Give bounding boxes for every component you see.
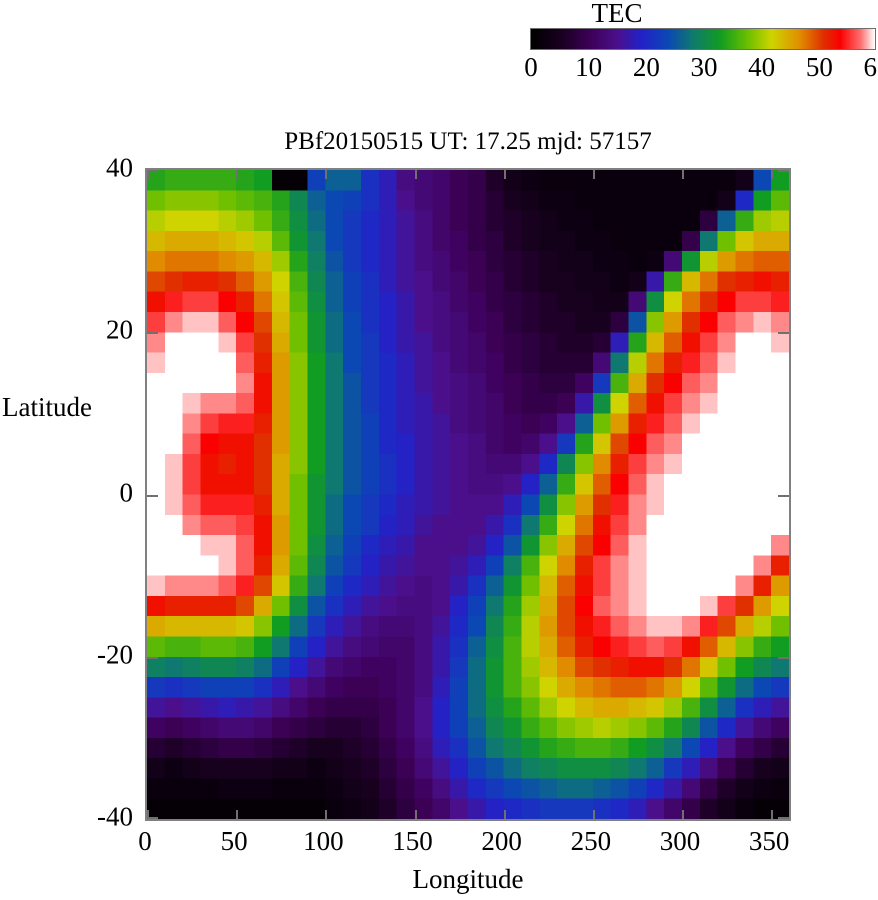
- y-tick--20: -20: [97, 639, 133, 670]
- colorbar: [530, 28, 876, 50]
- colorbar-tick-10: 10: [575, 52, 603, 82]
- tec-heatmap-canvas: [147, 170, 789, 819]
- y-tick--40: -40: [97, 801, 133, 832]
- x-tick-0: 0: [138, 826, 152, 856]
- colorbar-title-text: TEC: [591, 0, 643, 28]
- colorbar-tick-40: 40: [748, 52, 776, 82]
- colorbar-tick-60: 60: [863, 52, 878, 82]
- colorbar-tick-labels: 0 10 20 30 40 50 60: [524, 52, 878, 84]
- y-axis-label: Latitude: [2, 392, 92, 422]
- x-tick-250: 250: [570, 826, 612, 856]
- y-tick-0: 0: [119, 477, 134, 507]
- heatmap-plot-area: [145, 168, 791, 821]
- x-tick-300: 300: [659, 826, 701, 856]
- x-tick-100: 100: [303, 826, 344, 856]
- colorbar-tick-50: 50: [805, 52, 833, 82]
- x-tick-350: 350: [748, 826, 790, 856]
- colorbar-tick-0: 0: [524, 52, 538, 82]
- x-tick-50: 50: [220, 826, 248, 856]
- x-axis-label: Longitude: [412, 864, 524, 894]
- colorbar-gradient: [531, 29, 875, 49]
- page-title: PBf20150515 UT: 17.25 mjd: 57157: [284, 128, 652, 155]
- colorbar-title: TEC: [0, 0, 878, 29]
- colorbar-tick-30: 30: [690, 52, 718, 82]
- x-tick-200: 200: [481, 826, 522, 856]
- x-tick-150: 150: [392, 826, 433, 856]
- y-tick-20: 20: [106, 314, 133, 345]
- y-axis-tick-labels: 40 20 0 -20 -40: [0, 0, 133, 900]
- y-tick-40: 40: [106, 152, 133, 183]
- x-axis-tick-labels: 0 50 100 150 200 250 300 350: [138, 826, 791, 862]
- colorbar-tick-20: 20: [632, 52, 660, 82]
